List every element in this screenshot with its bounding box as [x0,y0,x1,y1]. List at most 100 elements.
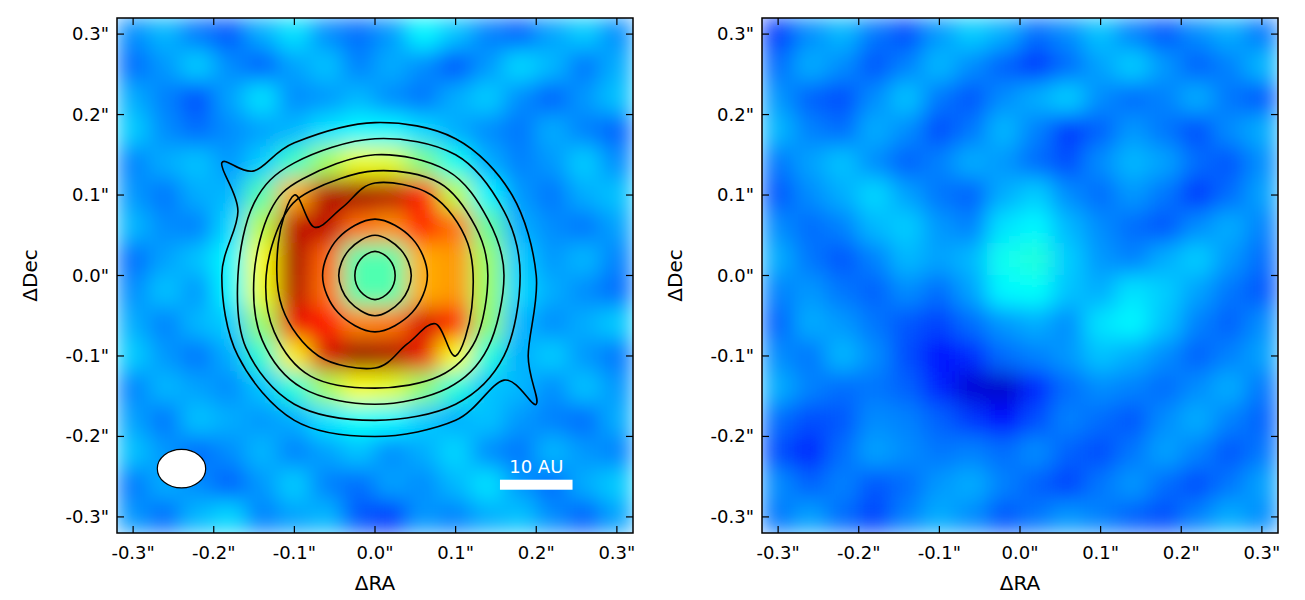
x-tick [778,18,779,25]
x-tick-label: 0.2" [1163,542,1200,563]
cell [987,243,1020,276]
cell [762,372,795,405]
cell [987,275,1020,308]
cell [375,146,408,179]
cell [407,468,440,501]
cell [568,146,601,179]
cell [1084,275,1117,308]
cell [117,500,150,533]
x-tick [213,18,214,25]
cell [536,404,569,437]
cell [310,18,343,51]
contours [222,123,538,437]
cell [342,468,375,501]
cell [955,114,988,147]
cell [149,404,182,437]
cell [1213,243,1246,276]
cell [375,50,408,83]
cell [826,339,859,372]
cell [375,114,408,147]
cell [342,146,375,179]
cell [794,404,827,437]
cell [117,372,150,405]
cell [955,243,988,276]
cell [181,114,214,147]
cell [117,211,150,244]
cell [278,50,311,83]
cell [1149,50,1182,83]
y-tick-label: 0.3" [72,23,109,44]
cell [600,339,633,372]
cell [246,468,279,501]
cell [1213,114,1246,147]
x-tick-label: -0.2" [837,542,880,563]
y-tick [117,114,124,115]
cell [439,243,472,276]
cell [923,404,956,437]
cell [439,500,472,533]
cell [471,468,504,501]
x-tick [294,526,295,533]
y-tick-label: 0.2" [717,104,754,125]
cell [826,243,859,276]
cell [568,243,601,276]
x-tick [455,526,456,533]
cell [117,307,150,340]
cell [278,82,311,115]
cell [826,178,859,211]
cell [826,275,859,308]
cell [1149,339,1182,372]
cell [568,468,601,501]
y-tick [762,436,769,437]
cell [213,436,246,469]
x-tick-label: -0.1" [918,542,961,563]
cell [1181,50,1214,83]
cell [923,275,956,308]
x-tick [536,18,537,25]
cell [600,178,633,211]
cell [246,243,279,276]
y-tick [626,355,633,356]
y-tick [117,516,124,517]
cell [858,82,891,115]
cell [858,468,891,501]
x-tick-label: 0.1" [1082,542,1119,563]
cell [1213,146,1246,179]
cell [762,18,795,51]
cell [1084,372,1117,405]
cell [278,18,311,51]
cell [1116,339,1149,372]
cell [1020,243,1053,276]
cell [858,436,891,469]
cell [955,146,988,179]
cell [213,339,246,372]
cell [375,275,408,308]
cell [923,114,956,147]
x-tick-label: -0.2" [192,542,235,563]
cell [1213,211,1246,244]
cell [536,307,569,340]
contour [323,219,428,332]
cell [600,114,633,147]
cell [1181,18,1214,51]
cell [568,178,601,211]
x-tick [213,526,214,533]
cell [891,404,924,437]
cell [471,500,504,533]
cell [439,18,472,51]
y-tick [1271,275,1278,276]
cell [1149,404,1182,437]
y-tick [762,355,769,356]
cell [1052,211,1085,244]
cell [1213,18,1246,51]
cell [1052,18,1085,51]
cell [923,243,956,276]
cell [149,146,182,179]
cell [310,468,343,501]
cell [278,500,311,533]
cell [246,114,279,147]
x-tick-label: 0.0" [1002,542,1039,563]
cell [181,307,214,340]
cell [1149,146,1182,179]
cell [955,372,988,405]
